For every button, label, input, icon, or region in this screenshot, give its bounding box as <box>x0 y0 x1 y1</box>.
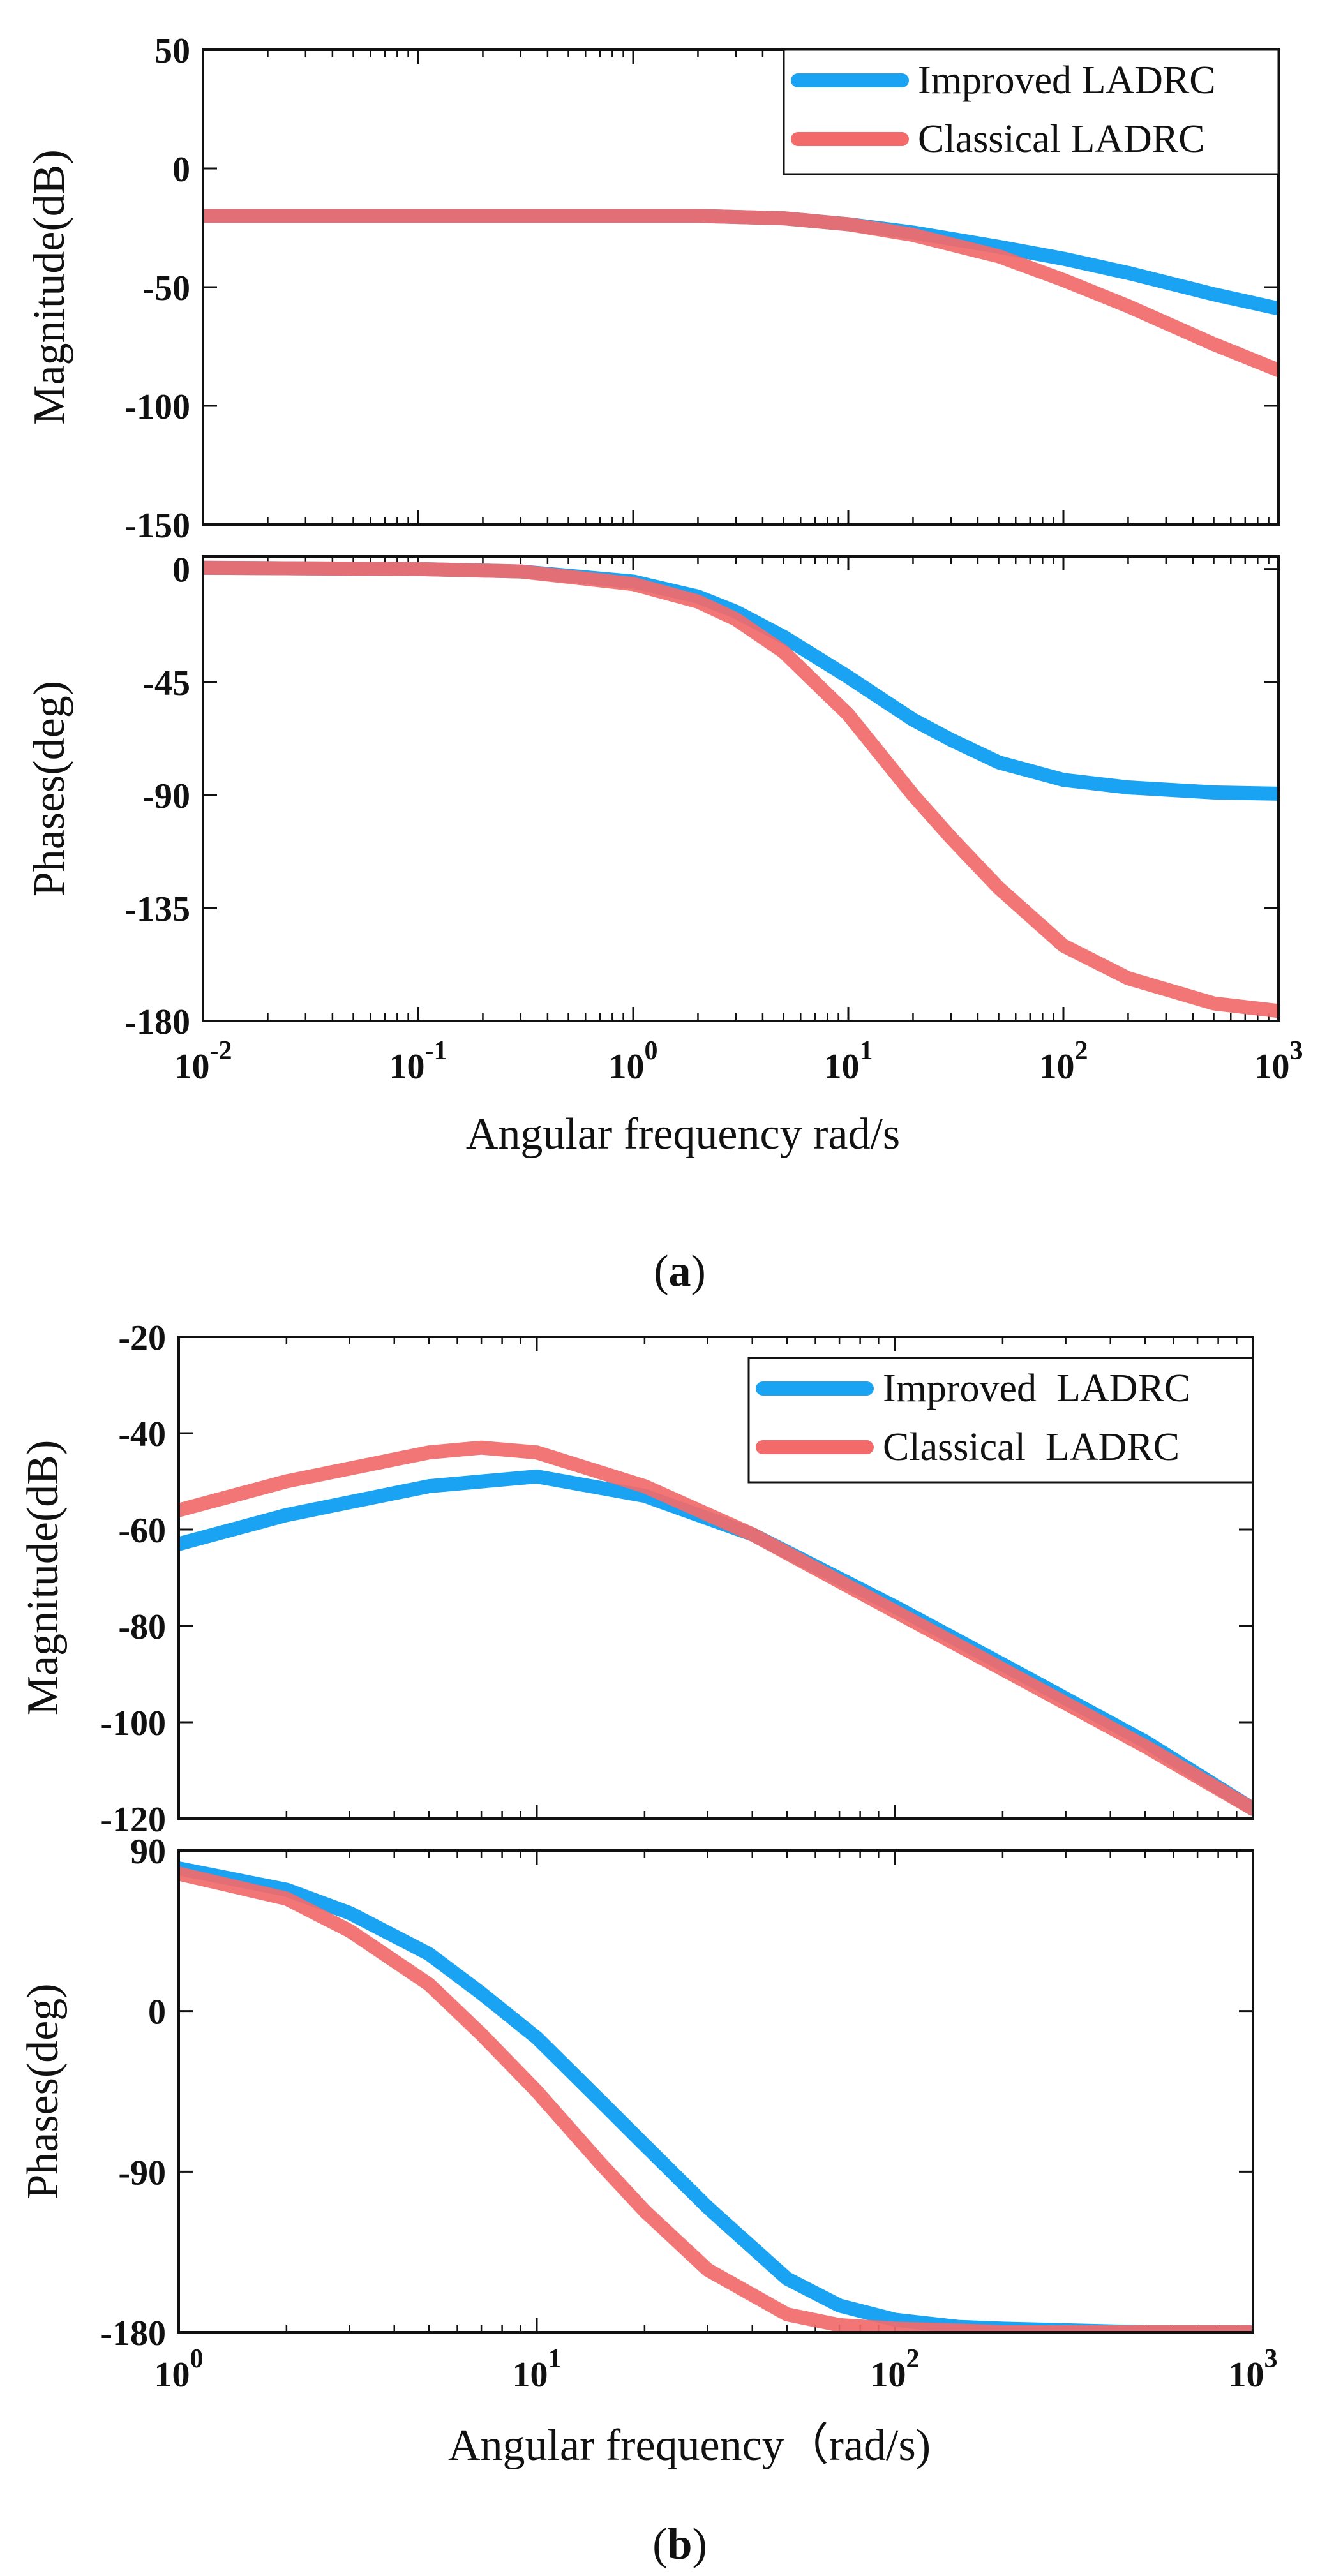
y-axis-label: Magnitude(dB) <box>19 1440 68 1716</box>
y-tick-label: 90 <box>130 1832 166 1872</box>
x-tick-label: 103 <box>1254 1036 1303 1087</box>
series-line-classical <box>203 560 1278 1018</box>
x-axis-a: 10-2 10-1 100 101 102 103 <box>174 1036 1303 1087</box>
legend-label-improved: Improved LADRC <box>883 1367 1190 1410</box>
figure-a: 50 0 -50 -100 -150 Magnitude(dB) 0 -45 -90 -135 -… <box>25 31 1303 1296</box>
plot-frame <box>202 48 1280 526</box>
magnitude-panel-b: -20 -40 -60 -80 -100 -120 Magnitude(dB) <box>19 1318 1254 1840</box>
y-tick-label: 50 <box>154 31 190 71</box>
x-tick-exponent: -2 <box>210 1036 232 1066</box>
legend-label-improved: Improved LADRC <box>918 59 1216 102</box>
series-line-classical <box>179 1866 1253 2332</box>
x-tick-base: 10 <box>513 2355 548 2395</box>
series-line-classical <box>179 1440 1253 1816</box>
x-tick-base: 10 <box>1039 1047 1075 1087</box>
y-tick-label: -50 <box>142 269 190 308</box>
x-tick-base: 10 <box>824 1047 860 1087</box>
legend-box <box>783 48 1280 175</box>
y-tick-label: -45 <box>142 664 190 703</box>
caption-b: (b) <box>652 2520 707 2569</box>
x-axis-label-b: Angular frequency（rad/s) <box>448 2421 931 2470</box>
x-tick-exponent: 0 <box>645 1036 658 1066</box>
x-tick-label: 10-2 <box>174 1036 232 1087</box>
y-tick-label: -90 <box>118 2153 166 2193</box>
x-tick-exponent: 0 <box>190 2344 204 2374</box>
figure-b: -20 -40 -60 -80 -100 -120 Magnitude(dB) 90 0 -90… <box>19 1318 1278 2569</box>
x-tick-label: 100 <box>154 2344 204 2395</box>
x-tick-label: 102 <box>871 2344 920 2395</box>
x-axis-b: 100 101 102 103 <box>154 2344 1278 2395</box>
legend-a: Improved LADRC Classical LADRC <box>783 48 1280 175</box>
x-tick-exponent: 3 <box>1264 2344 1278 2374</box>
y-tick-label: -135 <box>124 890 190 929</box>
phase-panel-b: 90 0 -90 -180 Phases(deg) <box>19 1832 1254 2353</box>
x-tick-label: 100 <box>609 1036 658 1087</box>
y-tick-label: -20 <box>118 1318 166 1358</box>
x-tick-exponent: 3 <box>1290 1036 1303 1066</box>
plot-frame <box>177 1849 1254 2334</box>
phase-panel-a: 0 -45 -90 -135 -180 Phases(deg) <box>25 551 1280 1042</box>
x-tick-base: 10 <box>154 2355 190 2395</box>
legend-label-classical: Classical LADRC <box>883 1426 1180 1469</box>
series-line-improved <box>203 560 1278 801</box>
magnitude-panel-a: 50 0 -50 -100 -150 Magnitude(dB) <box>25 31 1280 546</box>
x-tick-base: 10 <box>1229 2355 1264 2395</box>
x-tick-label: 101 <box>824 1036 873 1087</box>
y-tick-label: -40 <box>118 1415 166 1454</box>
y-axis-label: Phases(deg) <box>19 1983 68 2199</box>
y-axis-label: Phases(deg) <box>25 681 74 897</box>
y-tick-label: -60 <box>118 1511 166 1551</box>
legend-box <box>747 1357 1254 1484</box>
x-tick-exponent: -1 <box>425 1036 447 1066</box>
series-line-improved <box>179 1469 1253 1816</box>
series-line-improved <box>179 1861 1253 2332</box>
x-tick-base: 10 <box>1254 1047 1290 1087</box>
x-tick-exponent: 1 <box>548 2344 562 2374</box>
y-tick-label: -180 <box>124 1002 190 1042</box>
x-tick-label: 103 <box>1229 2344 1278 2395</box>
x-tick-exponent: 2 <box>1075 1036 1088 1066</box>
x-tick-exponent: 1 <box>860 1036 873 1066</box>
series-line-classical <box>203 209 1278 378</box>
x-tick-label: 101 <box>513 2344 562 2395</box>
plot-frame <box>177 1336 1254 1820</box>
x-axis-label-a: Angular frequency rad/s <box>466 1110 900 1159</box>
y-tick-label: -180 <box>100 2314 166 2353</box>
x-tick-base: 10 <box>389 1047 425 1087</box>
x-tick-base: 10 <box>174 1047 210 1087</box>
x-tick-label: 102 <box>1039 1036 1088 1087</box>
x-tick-base: 10 <box>871 2355 906 2395</box>
y-tick-label: 0 <box>148 1993 166 2032</box>
x-tick-exponent: 2 <box>906 2344 920 2374</box>
x-tick-base: 10 <box>609 1047 645 1087</box>
y-tick-label: -90 <box>142 777 190 816</box>
y-tick-label: -80 <box>118 1607 166 1647</box>
y-tick-label: 0 <box>172 551 190 590</box>
y-tick-label: -100 <box>100 1704 166 1743</box>
caption-a: (a) <box>654 1247 706 1296</box>
x-tick-label: 10-1 <box>389 1036 447 1087</box>
y-tick-label: 0 <box>172 150 190 190</box>
y-tick-label: -120 <box>100 1800 166 1840</box>
legend-b: Improved LADRC Classical LADRC <box>747 1357 1254 1484</box>
plot-frame <box>202 555 1280 1022</box>
legend-label-classical: Classical LADRC <box>918 117 1204 161</box>
y-tick-label: -150 <box>124 506 190 546</box>
y-tick-label: -100 <box>124 387 190 427</box>
y-axis-label: Magnitude(dB) <box>25 149 74 425</box>
